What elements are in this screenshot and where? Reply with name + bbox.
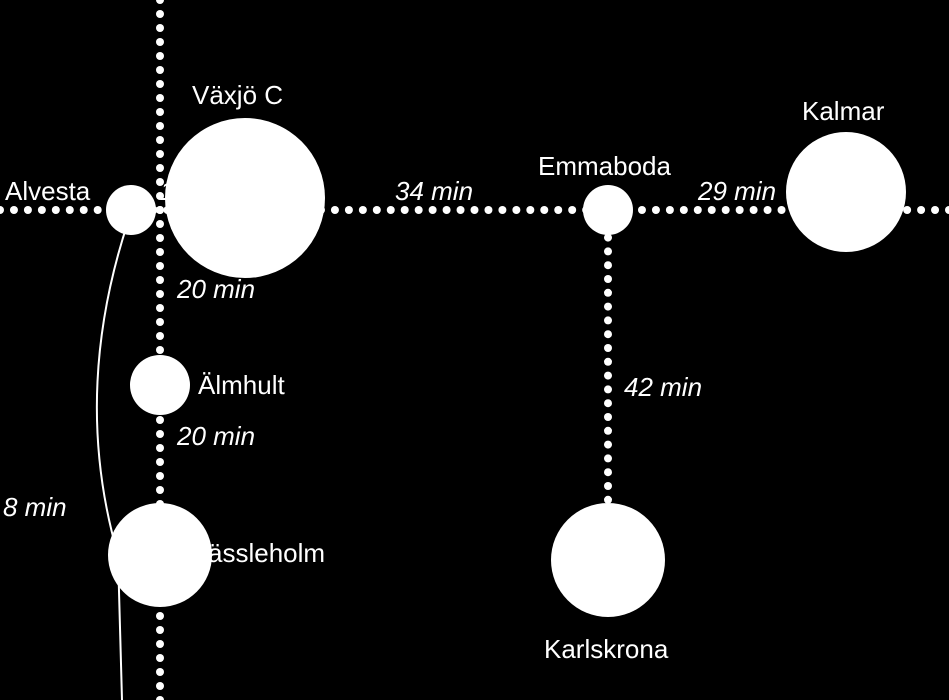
station-node-almhult <box>130 355 190 415</box>
time-label: 20 min <box>176 274 255 304</box>
station-label: Emmaboda <box>538 151 671 181</box>
station-node-karlskrona <box>551 503 665 617</box>
station-label: Karlskrona <box>544 634 669 664</box>
time-label: 8 min <box>3 492 67 522</box>
transit-network-diagram: 12 34 min 29 min 20 min 20 min 42 min 8 min Al… <box>0 0 949 700</box>
time-label: 42 min <box>624 372 702 402</box>
station-label: Älmhult <box>198 370 285 400</box>
station-label: Växjö C <box>192 80 283 110</box>
station-node-emmaboda <box>583 185 633 235</box>
time-label: 34 min <box>395 176 473 206</box>
solid-curve-layer <box>97 213 131 700</box>
station-node-hassleholm <box>108 503 212 607</box>
station-label: Alvesta <box>5 176 91 206</box>
station-node-alvesta <box>106 185 156 235</box>
station-label: ässleholm <box>208 538 325 568</box>
time-label: 12 <box>160 176 189 206</box>
time-label: 29 min <box>697 176 776 206</box>
time-label: 20 min <box>176 421 255 451</box>
dotted-line-v-alvesta-bottom <box>156 206 164 700</box>
station-node-kalmar <box>786 132 906 252</box>
station-label: Kalmar <box>802 96 885 126</box>
curve-alvesta-hassleholm <box>97 213 131 700</box>
station-node-vaxjo <box>165 118 325 278</box>
